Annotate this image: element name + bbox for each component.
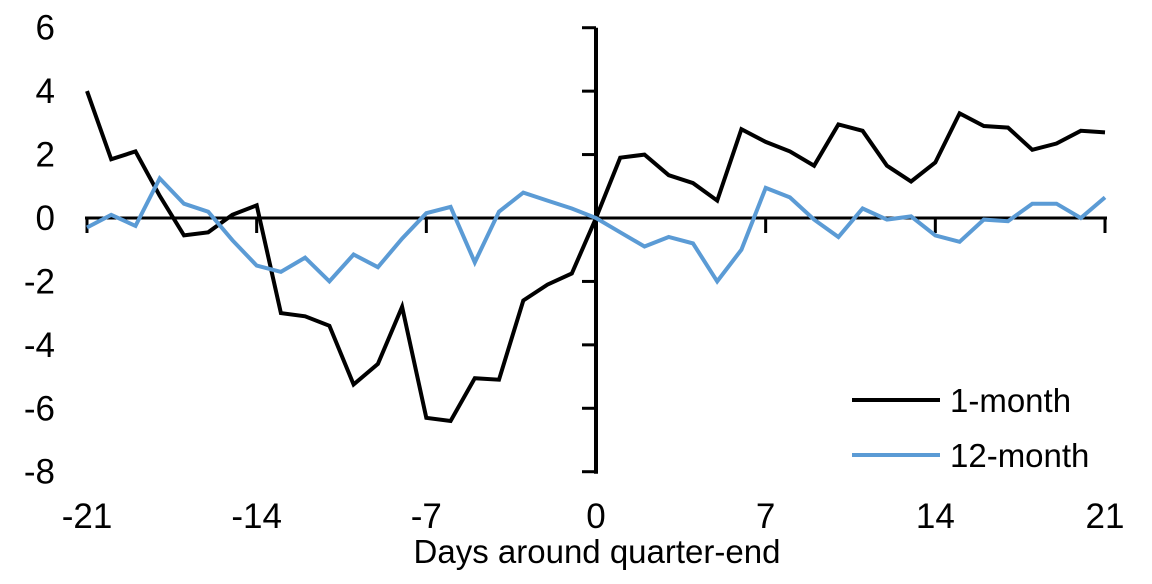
y-tick-label: -2 bbox=[24, 262, 55, 301]
y-tick-label: -4 bbox=[24, 326, 55, 365]
x-tick-label: -14 bbox=[231, 497, 282, 536]
x-tick-label: 0 bbox=[586, 497, 605, 536]
y-tick-label: -8 bbox=[24, 453, 55, 492]
legend-label-1-month: 1-month bbox=[950, 382, 1071, 419]
y-axis-tick-labels: 6 4 2 0 -2 -4 -6 -8 bbox=[24, 9, 55, 492]
x-tick-label: -21 bbox=[62, 497, 113, 536]
y-axis bbox=[582, 26, 598, 474]
y-tick-label: 6 bbox=[36, 9, 55, 48]
x-tick-label: -7 bbox=[411, 497, 442, 536]
legend: 1-month 12-month bbox=[852, 382, 1089, 474]
x-axis-title: Days around quarter-end bbox=[414, 533, 781, 570]
y-tick-label: 4 bbox=[36, 72, 55, 111]
y-tick-label: -6 bbox=[24, 389, 55, 428]
x-axis-tick-labels: -21 -14 -7 0 7 14 21 bbox=[62, 497, 1125, 536]
x-tick-label: 7 bbox=[756, 497, 775, 536]
y-tick-label: 0 bbox=[36, 199, 55, 238]
y-tick-label: 2 bbox=[36, 136, 55, 175]
x-tick-label: 14 bbox=[916, 497, 955, 536]
x-tick-label: 21 bbox=[1086, 497, 1125, 536]
series-line-12-month bbox=[86, 174, 1107, 285]
legend-label-12-month: 12-month bbox=[950, 437, 1089, 474]
data-series-lines bbox=[85, 90, 1107, 424]
